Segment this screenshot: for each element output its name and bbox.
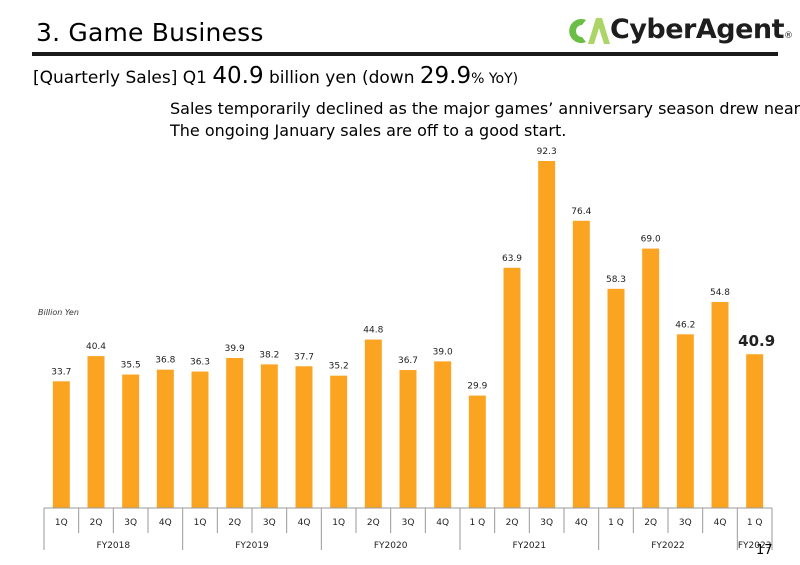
bar	[572, 220, 590, 508]
x-tick-label: 2Q	[228, 518, 241, 528]
y-axis-label: Billion Yen	[38, 308, 79, 317]
data-label: 44.8	[363, 326, 383, 336]
bar	[260, 364, 278, 508]
data-label: 36.7	[398, 356, 418, 366]
data-label: 38.2	[259, 350, 279, 360]
group-label: FY2020	[374, 541, 408, 551]
data-label: 36.8	[155, 356, 175, 366]
x-tick-label: 4Q	[159, 518, 172, 528]
bar	[156, 369, 174, 508]
x-tick-label: 2Q	[367, 518, 380, 528]
data-label: 46.2	[675, 320, 695, 330]
commentary: Sales temporarily declined as the major …	[170, 98, 800, 142]
bar	[295, 366, 313, 508]
data-label: 35.2	[329, 362, 349, 372]
data-label: 29.9	[467, 382, 487, 392]
data-label: 76.4	[571, 207, 591, 217]
x-tick-label: 3Q	[540, 518, 553, 528]
data-label: 63.9	[502, 254, 522, 264]
commentary-line: Sales temporarily declined as the major …	[170, 99, 800, 118]
x-tick-label: 3Q	[263, 518, 276, 528]
x-tick-label: 2Q	[506, 518, 519, 528]
x-tick-label: 1Q	[332, 518, 345, 528]
group-label: FY2021	[513, 541, 547, 551]
bar	[642, 248, 660, 508]
bar	[330, 375, 348, 508]
data-label: 35.5	[121, 361, 141, 371]
x-tick-label: 3Q	[402, 518, 415, 528]
x-tick-label: 4Q	[298, 518, 311, 528]
group-label: FY2019	[235, 541, 269, 551]
x-tick-label: 3Q	[679, 518, 692, 528]
bar	[607, 288, 625, 508]
bar	[468, 395, 486, 508]
x-tick-label: 1 Q	[747, 518, 763, 528]
logo-text: CyberAgent®	[610, 14, 793, 45]
x-tick-label: 2Q	[644, 518, 657, 528]
title-rule	[32, 52, 778, 56]
slide-title: 3. Game Business	[36, 18, 264, 47]
x-tick-label: 2Q	[90, 518, 103, 528]
data-label: 69.0	[641, 235, 661, 245]
bar	[503, 267, 521, 508]
bar	[122, 374, 140, 508]
group-label: FY2018	[97, 541, 131, 551]
data-label: 39.0	[433, 347, 453, 357]
data-label: 33.7	[51, 367, 71, 377]
data-label: 40.4	[86, 342, 106, 352]
x-tick-label: 1Q	[194, 518, 207, 528]
bar	[434, 361, 452, 508]
x-tick-label: 4Q	[575, 518, 588, 528]
x-tick-label: 4Q	[436, 518, 449, 528]
data-label: 92.3	[537, 147, 557, 157]
bar	[191, 371, 209, 508]
data-label: 39.9	[225, 344, 245, 354]
data-label: 58.3	[606, 275, 626, 285]
bar	[676, 334, 694, 508]
bar	[226, 357, 244, 508]
bar	[364, 339, 382, 508]
subheading: [Quarterly Sales] Q1 40.9 billion yen (d…	[33, 63, 519, 89]
x-tick-label: 4Q	[714, 518, 727, 528]
group-label: FY2023	[738, 541, 772, 551]
bar	[52, 381, 70, 508]
data-label: 36.3	[190, 358, 210, 368]
bar	[746, 354, 764, 508]
x-tick-label: 3Q	[124, 518, 137, 528]
data-label: 40.9	[738, 332, 775, 350]
group-label: FY2022	[651, 541, 685, 551]
x-tick-label: 1 Q	[469, 518, 485, 528]
page-number: 17	[756, 543, 773, 558]
bar	[87, 356, 105, 508]
bar	[711, 301, 729, 508]
data-label: 37.7	[294, 352, 314, 362]
commentary-line: The ongoing January sales are off to a g…	[170, 121, 567, 140]
cyberagent-logo-icon	[569, 18, 610, 44]
x-tick-label: 1Q	[55, 518, 68, 528]
x-tick-label: 1 Q	[608, 518, 624, 528]
bar	[538, 161, 556, 508]
data-label: 54.8	[710, 288, 730, 298]
bar	[399, 370, 417, 508]
